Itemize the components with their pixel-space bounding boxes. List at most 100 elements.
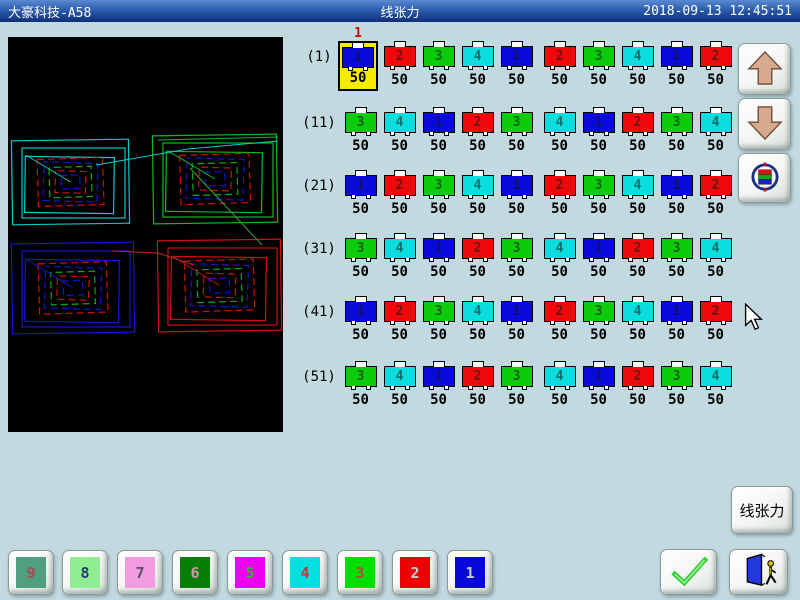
spool-cell[interactable]: 2 50 (618, 360, 657, 408)
spool-cell[interactable]: 3 50 (419, 169, 458, 217)
spool-cell[interactable]: 3 50 (657, 106, 696, 154)
spool-cell[interactable]: 3 50 (657, 360, 696, 408)
spool-cell[interactable]: 1 50 (341, 169, 380, 217)
spool-tab (432, 170, 445, 176)
spool-cell[interactable]: 1 50 (497, 169, 536, 217)
spool-cell[interactable]: 4 50 (540, 106, 579, 154)
spool-tab (510, 233, 523, 239)
spool-tab (592, 170, 605, 176)
spool-cell[interactable]: 3 50 (419, 295, 458, 343)
spool-number: 2 (395, 178, 404, 193)
spool-cell[interactable]: 4 50 (458, 40, 497, 88)
needle-button-2[interactable]: 2 (392, 550, 438, 595)
scroll-down-button[interactable] (738, 98, 791, 150)
spool-cell[interactable]: 3 50 (579, 169, 618, 217)
spool-cell[interactable]: 4 50 (380, 360, 419, 408)
spool-cell[interactable]: 3 50 (579, 40, 618, 88)
spool-cell[interactable]: 2 50 (540, 295, 579, 343)
spool-cell[interactable]: 2 50 (696, 169, 735, 217)
spool-cell[interactable]: 1 50 (419, 360, 458, 408)
spool-cell[interactable]: 4 50 (618, 169, 657, 217)
spool-cell[interactable]: 3 50 (579, 295, 618, 343)
spool-cell[interactable]: 2 50 (380, 40, 419, 88)
spool-cell[interactable]: 2 50 (380, 295, 419, 343)
spool-cell[interactable]: 4 50 (696, 106, 735, 154)
spool-cell[interactable]: 2 50 (696, 295, 735, 343)
needle-button-6[interactable]: 6 (172, 550, 218, 595)
spool-number: 2 (633, 115, 642, 130)
spool-icon: 1 (422, 107, 455, 136)
needle-button-5[interactable]: 5 (227, 550, 273, 595)
spool-cell[interactable]: 1 50 (657, 295, 696, 343)
spool-cell[interactable]: 3 50 (341, 360, 380, 408)
spool-cell[interactable]: 3 50 (497, 106, 536, 154)
spool-icon: 4 (621, 296, 654, 325)
spool-cell[interactable]: 4 50 (380, 232, 419, 280)
tension-value: 50 (551, 392, 568, 408)
tension-value: 50 (668, 327, 685, 343)
spool-cell[interactable]: 4 50 (696, 232, 735, 280)
spool-cell[interactable]: 1 50 (579, 232, 618, 280)
spool-number: 1 (356, 178, 365, 193)
spool-icon: 3 (422, 296, 455, 325)
spool-cell[interactable]: 1 50 (497, 295, 536, 343)
spool-icon: 4 (621, 41, 654, 70)
spool-cell[interactable]: 2 50 (618, 106, 657, 154)
spool-cell[interactable]: 1 1 50 (338, 26, 378, 91)
spool-cell[interactable]: 2 50 (458, 232, 497, 280)
spool-cell[interactable]: 2 50 (618, 232, 657, 280)
spool-cell[interactable]: 4 50 (618, 295, 657, 343)
spool-cell[interactable]: 3 50 (497, 360, 536, 408)
color-display-button[interactable] (738, 153, 791, 203)
tension-value: 50 (551, 72, 568, 88)
needle-button-1[interactable]: 1 (447, 550, 493, 595)
spool-cell[interactable]: 3 50 (419, 40, 458, 88)
mouse-cursor (744, 303, 763, 331)
spool-cell[interactable]: 1 50 (497, 40, 536, 88)
spool-icon: 4 (461, 296, 494, 325)
spool-cell[interactable]: 2 50 (696, 40, 735, 88)
spool-cell[interactable]: 1 50 (657, 169, 696, 217)
needle-button-4[interactable]: 4 (282, 550, 328, 595)
spool-tab (471, 361, 484, 367)
tension-value: 50 (590, 138, 607, 154)
spool-cell[interactable]: 4 50 (458, 169, 497, 217)
spool-cell[interactable]: 1 50 (579, 360, 618, 408)
datetime: 2018-09-13 12:45:51 (643, 3, 792, 19)
needle-color-swatch: 1 (455, 557, 485, 588)
spool-cell[interactable]: 4 50 (540, 232, 579, 280)
needle-button-3[interactable]: 3 (337, 550, 383, 595)
spool-tab (631, 107, 644, 113)
spool-number: 2 (711, 304, 720, 319)
spool-cell[interactable]: 1 50 (579, 106, 618, 154)
tension-button[interactable]: 线张力 (731, 486, 793, 534)
spool-cell[interactable]: 4 50 (696, 360, 735, 408)
exit-button[interactable] (729, 549, 788, 595)
scroll-up-button[interactable] (738, 43, 791, 95)
spool-cell[interactable]: 3 50 (657, 232, 696, 280)
spool-cell[interactable]: 3 50 (341, 232, 380, 280)
needle-button-8[interactable]: 8 (62, 550, 108, 595)
spool-cell[interactable]: 4 50 (540, 360, 579, 408)
spool-cell[interactable]: 2 50 (540, 169, 579, 217)
spool-cell[interactable]: 3 50 (497, 232, 536, 280)
spool-cell[interactable]: 2 50 (540, 40, 579, 88)
spool-cell[interactable]: 4 50 (458, 295, 497, 343)
spool-cell[interactable]: 1 50 (657, 40, 696, 88)
confirm-button[interactable] (660, 549, 717, 595)
spool-cell[interactable]: 1 50 (341, 295, 380, 343)
needle-button-7[interactable]: 7 (117, 550, 163, 595)
spool-icon: 4 (621, 170, 654, 199)
spool-cell[interactable]: 2 50 (458, 360, 497, 408)
needle-button-9[interactable]: 9 (8, 550, 54, 595)
needle-color-swatch: 6 (180, 557, 210, 588)
spool-cell[interactable]: 4 50 (380, 106, 419, 154)
spool-cell[interactable]: 2 50 (380, 169, 419, 217)
spool-cell[interactable]: 3 50 (341, 106, 380, 154)
spool-icon: 4 (383, 233, 416, 262)
spool-tab (471, 233, 484, 239)
spool-cell[interactable]: 1 50 (419, 106, 458, 154)
spool-cell[interactable]: 4 50 (618, 40, 657, 88)
spool-cell[interactable]: 1 50 (419, 232, 458, 280)
spool-cell[interactable]: 2 50 (458, 106, 497, 154)
